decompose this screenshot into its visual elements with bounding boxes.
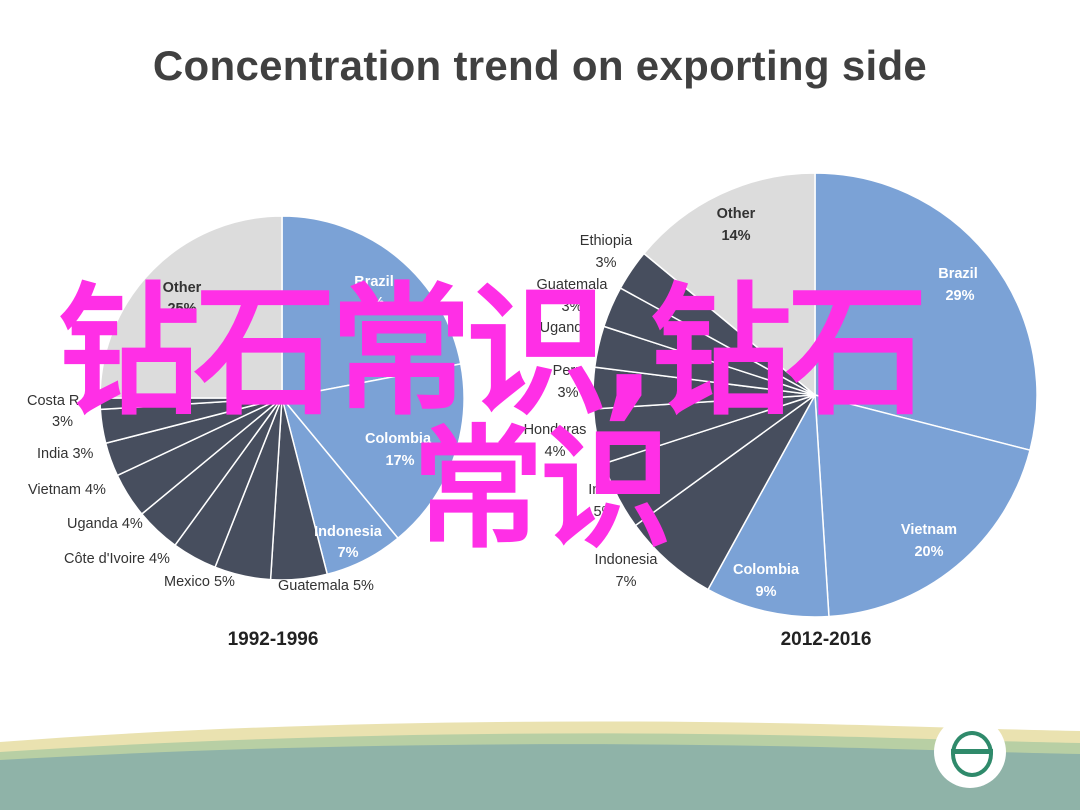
value-india-2012: 5% — [594, 504, 615, 520]
label-india-1992: India 3% — [37, 446, 94, 462]
label-uganda-1992: Uganda 4% — [67, 516, 143, 532]
value-colombia-1992: 17% — [385, 453, 414, 469]
watermark-line-2: 常识 — [412, 413, 672, 567]
svg-text:India 3%: India 3% — [37, 446, 94, 462]
pie1-labels: Other 25% Brazil % Colombia 17% Indonesi… — [27, 274, 432, 650]
value-indonesia-2012: 7% — [616, 574, 637, 590]
value-other-2012: 14% — [721, 228, 750, 244]
pie-slice-other-1992-1996 — [99, 215, 283, 399]
label-indonesia-2012: Indonesia — [595, 552, 659, 568]
footer-wave-teal — [0, 744, 1080, 810]
period-label-2012-2016: 2012-2016 — [781, 629, 872, 650]
label-cote-divoire-1992: Côte d'Ivoire 4% — [64, 551, 170, 567]
label-indonesia-1992: Indonesia — [314, 524, 383, 540]
pie-slice-brazil-1992-1996 — [281, 215, 462, 399]
label-india-2012: India — [588, 482, 620, 498]
pie-slice-vietnam-2012-2016 — [814, 394, 1031, 618]
pie2-labels: Other 14% Brazil 29% Vietnam 20% Colombi… — [524, 206, 978, 650]
svg-text:Uganda 4%: Uganda 4% — [67, 516, 143, 532]
value-colombia-2012: 9% — [756, 584, 777, 600]
label-brazil-2012: Brazil — [938, 266, 978, 282]
svg-text:Côte d'Ivoire 4%: Côte d'Ivoire 4% — [64, 551, 170, 567]
value-guatemala-2012: 3% — [562, 299, 583, 315]
value-ethiopia-2012: 3% — [596, 255, 617, 271]
watermark-line-1: 钻石常识,钻石 — [58, 270, 928, 435]
label-colombia-1992: Colombia — [365, 431, 432, 447]
value-honduras-2012: 4% — [545, 444, 566, 460]
value-uganda-2012: 3% — [557, 342, 578, 358]
period-label-1992-1996: 1992-1996 — [228, 629, 319, 650]
label-peru-2012: Peru — [553, 363, 584, 379]
value-brazil-2012: 29% — [945, 288, 974, 304]
value-other-1992: 25% — [167, 301, 196, 317]
label-honduras-2012: Honduras — [524, 422, 587, 438]
label-uganda-2012: Uganda — [540, 320, 592, 336]
label-other-2012: Other — [717, 206, 756, 222]
logo-icon — [934, 716, 1006, 788]
pie-slice-other-2012-2016 — [642, 172, 816, 397]
pie-slice-colombia-1992-1996 — [280, 363, 465, 540]
label-colombia-2012: Colombia — [733, 562, 800, 578]
pie-slice-brazil-2012-2016 — [814, 172, 1038, 452]
footer-wave-decoration — [0, 721, 1080, 810]
pie-chart-1992-1996 — [99, 215, 465, 581]
pie-slice-colombia-2012-2016 — [707, 392, 830, 618]
chart-title: Concentration trend on exporting side — [152, 42, 928, 89]
label-brazil-1992: Brazil — [354, 274, 394, 290]
label-mexico-1992: Mexico 5% — [164, 574, 235, 590]
svg-text:Vietnam 4%: Vietnam 4% — [28, 482, 106, 498]
value-brazil-1992: % — [372, 295, 385, 311]
value-indonesia-1992: 7% — [338, 545, 359, 561]
label-guatemala-1992: Guatemala 5% — [278, 578, 374, 594]
svg-text:Mexico 5%: Mexico 5% — [164, 574, 235, 590]
label-vietnam-2012: Vietnam — [901, 522, 957, 538]
value-vietnam-2012: 20% — [914, 544, 943, 560]
value-costa-rica-1992: 3% — [52, 414, 73, 430]
pie-chart-2012-2016 — [592, 172, 1038, 618]
label-ethiopia-2012: Ethiopia — [580, 233, 633, 249]
label-other-1992: Other — [163, 280, 202, 296]
svg-text:Guatemala 5%: Guatemala 5% — [278, 578, 374, 594]
label-guatemala-2012: Guatemala — [537, 277, 609, 293]
value-peru-2012: 3% — [558, 385, 579, 401]
label-costa-rica-1992: Costa R — [27, 393, 79, 409]
label-vietnam-1992: Vietnam 4% — [28, 482, 106, 498]
